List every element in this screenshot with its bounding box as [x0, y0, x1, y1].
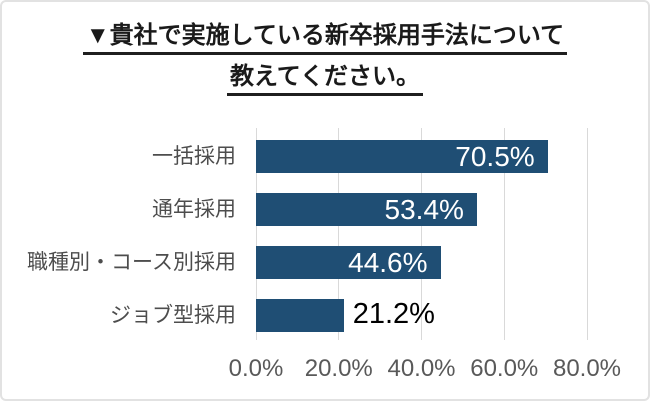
- gridline: [255, 128, 257, 340]
- x-axis-tick-label: 40.0%: [387, 355, 456, 382]
- category-label: 職種別・コース別採用: [27, 251, 236, 274]
- x-axis-tick-label: 20.0%: [304, 355, 373, 382]
- chart-title: ▼貴社で実施している新卒採用手法について 教えてください。: [0, 21, 650, 96]
- bar: 53.4%: [256, 193, 477, 226]
- x-axis-tick-label: 80.0%: [552, 355, 622, 382]
- chart-title-row1: ▼貴社で実施している新卒採用手法について: [0, 21, 650, 55]
- bar: [256, 299, 344, 332]
- category-label: 一括採用: [152, 145, 236, 168]
- bar-value-label: 70.5%: [455, 141, 535, 172]
- bar-value-label: 21.2%: [352, 298, 435, 330]
- bar-value-label: 53.4%: [384, 194, 464, 225]
- x-axis-tick-label: 0.0%: [228, 355, 284, 382]
- category-label: ジョブ型採用: [110, 304, 236, 327]
- bar: 70.5%: [256, 140, 548, 173]
- gridline: [421, 128, 422, 340]
- gridline: [586, 128, 588, 340]
- chart-title-line1: ▼貴社で実施している新卒採用手法について: [82, 21, 568, 55]
- chart-title-row2: 教えてください。: [0, 62, 650, 96]
- bar: 44.6%: [256, 246, 441, 279]
- x-axis-tick-label: 60.0%: [470, 355, 539, 382]
- bar-value-label: 44.6%: [348, 247, 428, 278]
- chart-title-line2: 教えてください。: [226, 62, 424, 96]
- category-label: 通年採用: [152, 198, 236, 221]
- gridline: [503, 128, 505, 340]
- gridline: [338, 128, 340, 340]
